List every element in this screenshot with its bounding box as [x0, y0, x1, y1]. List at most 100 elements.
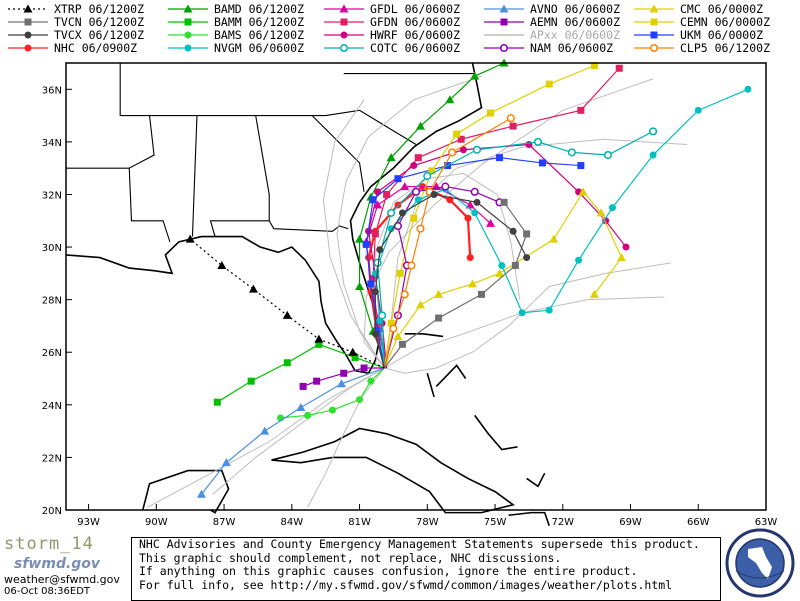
legend-marker [184, 31, 192, 39]
issue-timestamp: 06-Oct 08:36EDT [4, 586, 91, 597]
coastline-segment [426, 373, 435, 398]
legend-marker [649, 4, 659, 13]
state-border [268, 220, 349, 232]
legend-label: BAMD 06/1200Z [214, 2, 305, 16]
track-point [416, 300, 426, 309]
track-point [473, 198, 481, 206]
legend-entry-cemn: CEMN 06/0000Z [628, 15, 788, 29]
track-bamd [355, 58, 509, 369]
track-point [217, 260, 227, 269]
track-point [615, 64, 623, 72]
track-point [523, 230, 531, 238]
legend-swatch-icon [484, 18, 524, 26]
track-point [470, 71, 480, 80]
coastline-segment [404, 333, 444, 338]
track-point [472, 145, 482, 154]
track-point [506, 114, 515, 123]
legend-swatch-icon [484, 34, 524, 36]
legend-swatch-icon [324, 18, 364, 26]
legend-entry-nhc: NHC 06/0900Z [2, 41, 162, 55]
legend-entry-cotc: COTC 06/0600Z [318, 41, 478, 55]
legend-label: TVCN 06/1200Z [54, 15, 145, 29]
track-point [185, 234, 195, 243]
track-cmc [383, 187, 626, 369]
track-point [400, 290, 409, 299]
track-tvcn [383, 198, 531, 369]
lat-label: 36N [42, 85, 62, 96]
legend-label: CMC 06/0000Z [680, 2, 764, 16]
track-point [247, 377, 255, 385]
track-point [603, 150, 612, 160]
legend-label: CLP5 06/1200Z [680, 41, 771, 55]
disclaimer-line: If anything on this graphic causes confu… [139, 564, 638, 578]
legend-marker [184, 44, 192, 52]
track-point [248, 284, 258, 293]
legend-label: AVNO 06/0600Z [530, 2, 621, 16]
legend-swatch-icon [324, 31, 364, 39]
lat-label: 24N [42, 401, 62, 412]
track-point [416, 224, 425, 233]
lat-label: 32N [42, 190, 62, 201]
track-point [744, 85, 752, 93]
legend-marker [499, 4, 509, 13]
legend-label: GFDN 06/0600Z [370, 15, 461, 29]
lon-label: 87W [213, 517, 236, 528]
model-legend: XTRP 06/1200Z BAMD 06/1200Z GFDL 06/0600Z A… [0, 0, 800, 60]
track-point [355, 282, 365, 290]
disclaimer-line: For full info, see http://my.sfwmd.gov/s… [139, 577, 673, 592]
legend-entry-ukm: UKM 06/0000Z [628, 28, 788, 42]
track-point [567, 148, 576, 157]
coastline-segment [435, 364, 467, 387]
track-point [448, 148, 457, 157]
ensemble-track [363, 78, 654, 369]
legend-swatch-icon [634, 31, 674, 39]
track-point [416, 121, 426, 130]
track-point [355, 234, 365, 243]
track-point [371, 230, 379, 238]
ensemble-track [212, 367, 385, 495]
coastline-segment [474, 414, 518, 451]
track-point [525, 141, 533, 149]
track-point [441, 182, 450, 191]
track-point [367, 280, 375, 288]
legend-entry-avno: AVNO 06/0600Z [478, 2, 638, 16]
legend-marker [339, 4, 349, 13]
ensemble-track [322, 99, 385, 369]
track-point [466, 254, 474, 262]
track-point [315, 340, 323, 348]
track-point [213, 398, 221, 406]
track-point [423, 172, 432, 181]
legend-entry-nvgm: NVGM 06/0600Z [162, 41, 322, 55]
legend-marker [24, 18, 32, 26]
track-point [398, 340, 406, 348]
track-point [608, 204, 616, 212]
legend-label: TVCX 06/1200Z [54, 28, 145, 42]
legend-swatch-icon [484, 43, 524, 53]
legend-marker [183, 4, 193, 13]
ensemble-track [147, 367, 385, 508]
lat-label: 30N [42, 243, 62, 254]
track-point [518, 309, 526, 317]
coastline-segment [526, 472, 546, 488]
track-point [414, 154, 422, 162]
track-point [477, 290, 485, 298]
track-point [523, 254, 531, 262]
coastline-layer [65, 62, 550, 527]
legend-label: APxx 06/0600Z [530, 28, 621, 42]
track-point [459, 146, 467, 154]
track-point [386, 153, 396, 162]
lon-label: 63W [755, 517, 778, 528]
legend-marker [500, 18, 508, 26]
legend-marker [24, 31, 32, 39]
track-point [411, 187, 421, 196]
legend-swatch-icon [8, 31, 48, 39]
track-point [362, 240, 370, 248]
track-point [622, 243, 630, 251]
track-point [694, 106, 702, 114]
lon-label: 93W [77, 517, 100, 528]
track-point [374, 322, 382, 330]
track-line [383, 117, 512, 369]
legend-entry-cmc: CMC 06/0000Z [628, 2, 788, 16]
disclaimer-box: NHC Advisories and County Emergency Mana… [131, 537, 721, 601]
track-point [351, 353, 359, 361]
